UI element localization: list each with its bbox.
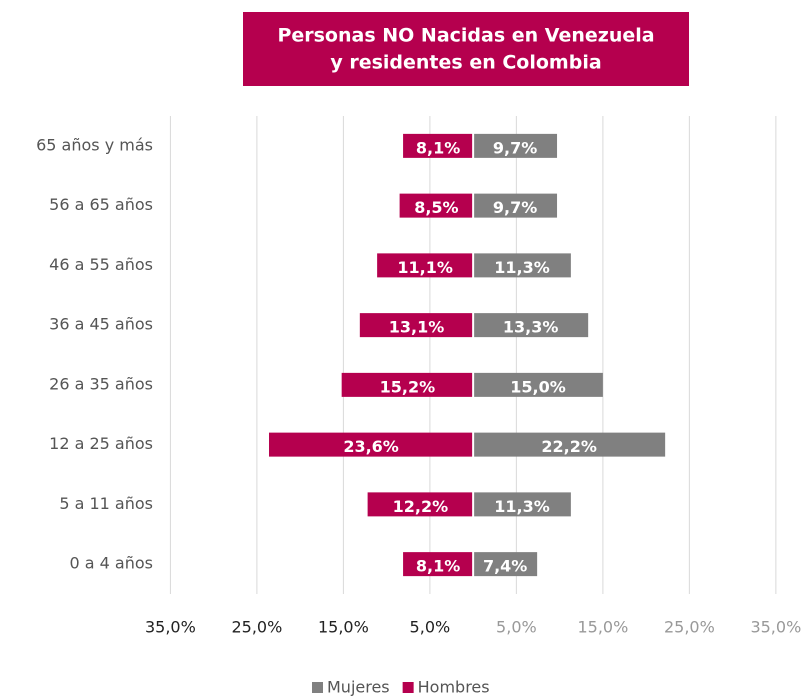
bar [473, 492, 571, 517]
bar [359, 313, 474, 338]
data-label: 22,2% [541, 437, 597, 456]
bar [473, 313, 589, 338]
x-tick-label: 35,0% [750, 618, 801, 637]
data-label: 13,3% [503, 318, 559, 337]
data-label: 9,7% [493, 198, 537, 217]
bar [399, 193, 474, 218]
y-tick-label: 5 a 11 años [59, 494, 153, 513]
data-label: 15,0% [510, 377, 566, 396]
data-label: 8,1% [416, 138, 460, 157]
data-label: 23,6% [343, 437, 399, 456]
bar [473, 552, 538, 577]
bar [473, 133, 558, 158]
x-tick-label: 25,0% [664, 618, 715, 637]
data-label: 11,1% [397, 258, 453, 277]
y-tick-label: 0 a 4 años [70, 554, 154, 573]
data-label: 15,2% [380, 377, 436, 396]
chart-title: y residentes en Colombia [330, 52, 601, 74]
bar [403, 133, 474, 158]
bar [473, 193, 558, 218]
bar [269, 432, 474, 457]
data-label: 9,7% [493, 138, 537, 157]
x-tick-label: 5,0% [496, 618, 537, 637]
y-tick-label: 56 a 65 años [49, 195, 153, 214]
y-tick-label: 36 a 45 años [49, 315, 153, 334]
data-label: 11,3% [494, 258, 550, 277]
data-label: 8,5% [414, 198, 458, 217]
data-label: 8,1% [416, 557, 460, 576]
bar [367, 492, 474, 517]
x-tick-label: 25,0% [231, 618, 282, 637]
x-tick-label: 35,0% [145, 618, 196, 637]
y-tick-label: 12 a 25 años [49, 434, 153, 453]
bar [473, 253, 571, 278]
bar [403, 552, 474, 577]
legend-swatch [402, 682, 414, 693]
data-label: 7,4% [483, 557, 527, 576]
data-label: 12,2% [393, 497, 449, 516]
legend-swatch [312, 682, 323, 693]
x-tick-label: 15,0% [577, 618, 628, 637]
bar [377, 253, 474, 278]
data-label: 13,1% [389, 318, 445, 337]
data-label: 11,3% [494, 497, 550, 516]
title-box [243, 12, 689, 86]
bar [341, 372, 474, 397]
y-tick-label: 65 años y más [36, 135, 153, 154]
x-tick-label: 15,0% [318, 618, 369, 637]
y-tick-label: 46 a 55 años [49, 255, 153, 274]
x-tick-label: 5,0% [410, 618, 451, 637]
bar [473, 372, 603, 397]
legend-label: Hombres [418, 678, 490, 697]
y-tick-label: 26 a 35 años [49, 374, 153, 393]
bar [473, 432, 666, 457]
chart-title: Personas NO Nacidas en Venezuela [277, 25, 654, 47]
legend-label: Mujeres [327, 678, 390, 697]
